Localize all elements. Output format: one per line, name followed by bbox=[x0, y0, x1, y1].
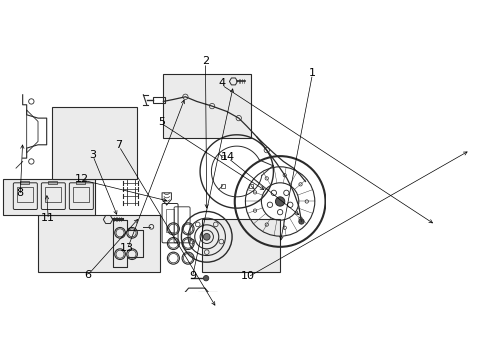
Text: 5: 5 bbox=[158, 117, 164, 127]
Bar bbox=[52, 107, 137, 179]
Bar bbox=[220, 155, 224, 159]
Text: 11: 11 bbox=[41, 213, 55, 223]
Circle shape bbox=[275, 197, 284, 206]
Bar bbox=[20, 181, 29, 184]
Circle shape bbox=[203, 234, 210, 240]
Bar bbox=[166, 209, 174, 232]
Bar bbox=[76, 181, 85, 184]
Text: 7: 7 bbox=[115, 140, 122, 150]
Bar bbox=[163, 74, 251, 138]
Text: 13: 13 bbox=[120, 243, 134, 253]
Text: 2: 2 bbox=[202, 55, 208, 66]
Bar bbox=[17, 188, 33, 202]
Circle shape bbox=[203, 275, 208, 281]
Text: 14: 14 bbox=[221, 152, 235, 162]
Text: 9: 9 bbox=[188, 271, 196, 281]
Text: 3: 3 bbox=[89, 150, 96, 160]
Bar bbox=[38, 215, 160, 272]
Bar bbox=[456, 152, 488, 158]
Text: 4: 4 bbox=[218, 78, 225, 87]
Bar bbox=[198, 292, 216, 332]
Text: 10: 10 bbox=[241, 271, 254, 281]
Bar bbox=[446, 150, 456, 159]
Text: 6: 6 bbox=[84, 270, 91, 280]
Bar bbox=[202, 220, 280, 272]
Bar bbox=[220, 184, 224, 188]
Text: 8: 8 bbox=[17, 188, 24, 198]
Bar bbox=[45, 188, 61, 202]
Bar bbox=[3, 179, 94, 215]
Bar bbox=[73, 188, 89, 202]
Bar bbox=[248, 184, 252, 188]
Text: 12: 12 bbox=[74, 174, 88, 184]
Text: 1: 1 bbox=[308, 68, 315, 77]
Bar bbox=[48, 181, 57, 184]
Bar bbox=[153, 97, 165, 103]
Bar bbox=[202, 330, 211, 333]
Circle shape bbox=[397, 199, 408, 211]
Circle shape bbox=[298, 219, 304, 224]
